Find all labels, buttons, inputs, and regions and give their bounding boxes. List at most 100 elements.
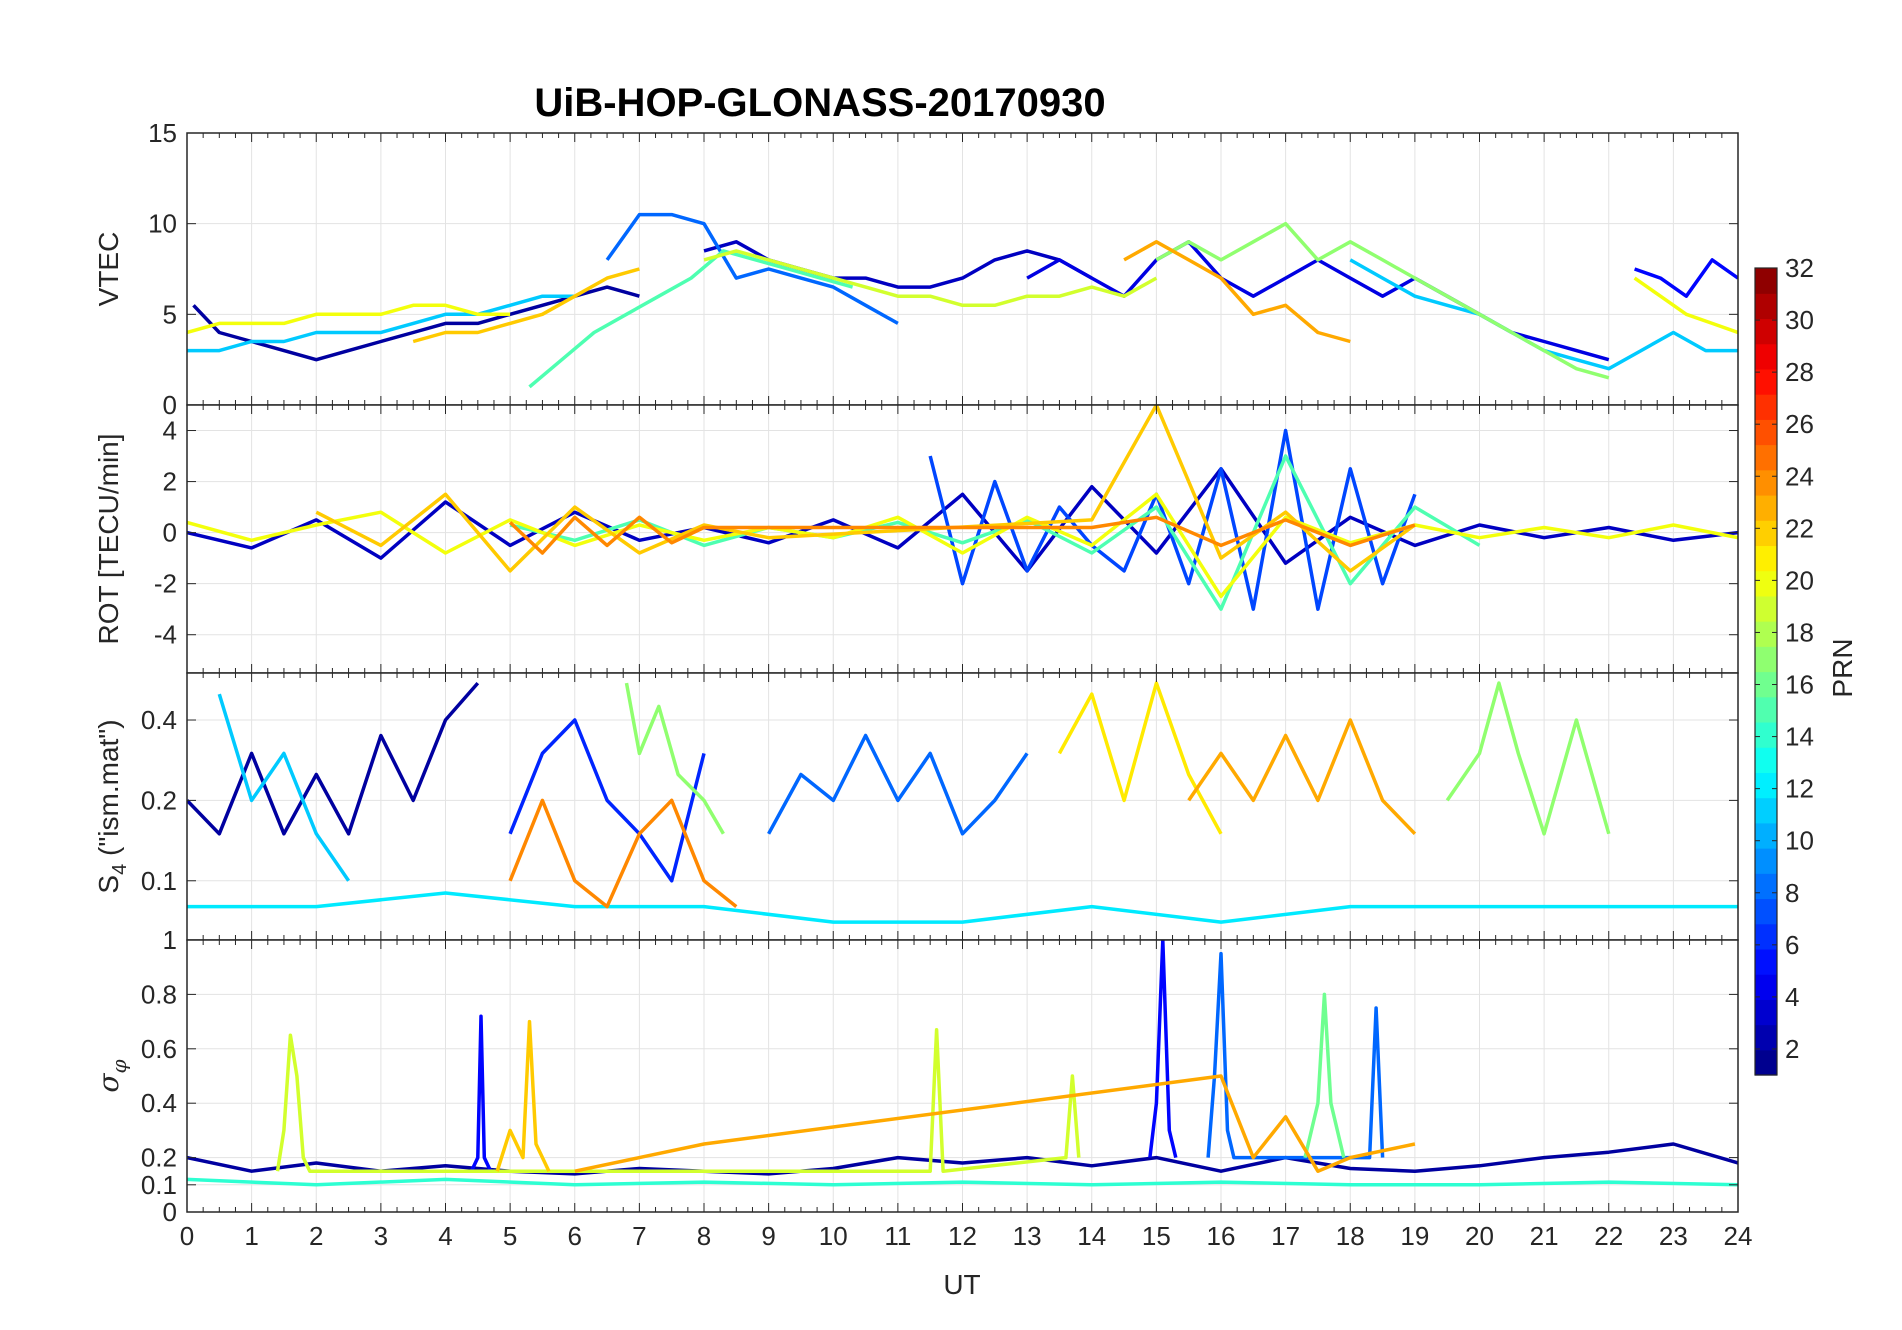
colorbar-tick-label: 24 — [1785, 461, 1814, 491]
x-tick-label: 24 — [1724, 1221, 1753, 1251]
series-line-prn-23 — [1187, 718, 1417, 836]
colorbar-segment — [1755, 772, 1777, 799]
y-label-base: S — [93, 875, 124, 894]
y-tick-label: 0.1 — [141, 1170, 177, 1200]
y-tick-label: 0.1 — [141, 866, 177, 896]
y-tick-label: 0.2 — [141, 785, 177, 815]
series-group — [187, 405, 1738, 611]
series-line-prn-20 — [187, 492, 1738, 599]
colorbar-segment — [1755, 873, 1777, 900]
y-label-sub: 4 — [109, 864, 131, 875]
series-line-prn-5 — [469, 1014, 493, 1172]
colorbar-tick-label: 18 — [1785, 617, 1814, 647]
series-line-prn-14 — [187, 1177, 1738, 1187]
x-tick-label: 18 — [1336, 1221, 1365, 1251]
x-tick-label: 11 — [884, 1221, 911, 1251]
series-line-prn-23 — [574, 1074, 1416, 1173]
colorbar-segment — [1755, 494, 1777, 521]
x-tick-label: 17 — [1271, 1221, 1300, 1251]
colorbar-segment — [1755, 268, 1777, 294]
series-line-prn-17 — [1155, 221, 1610, 380]
colorbar-segment — [1755, 1049, 1777, 1076]
series-line-prn-2 — [187, 681, 480, 836]
y-tick-label: 0 — [163, 518, 177, 548]
colorbar-segment — [1755, 696, 1777, 723]
colorbar-tick-label: 20 — [1785, 565, 1814, 595]
series-line-prn-3 — [187, 467, 1738, 573]
series-line-prn-11 — [217, 693, 351, 882]
series-line-prn-24 — [508, 515, 1416, 555]
y-axis-label: VTEC — [93, 232, 124, 307]
colorbar-tick-label: 32 — [1785, 253, 1814, 283]
series-line-prn-8 — [1206, 951, 1385, 1160]
colorbar-tick-label: 28 — [1785, 357, 1814, 387]
colorbar-tick-label: 6 — [1785, 930, 1799, 960]
y-label-base: σ — [92, 1073, 125, 1093]
colorbar-tick-label: 14 — [1785, 722, 1814, 752]
y-tick-label: 0.8 — [141, 979, 177, 1009]
colorbar-segment — [1755, 570, 1777, 597]
series-line-prn-22 — [412, 267, 640, 344]
panel-4: 00.10.20.40.60.810 1 2 3 4 5 6 7 8 9 10 11 12 13 14 15 1… — [92, 925, 1752, 1251]
series-line-prn-2 — [192, 285, 640, 362]
series-line-prn-8 — [767, 733, 1029, 836]
x-tick-label: 15 — [1142, 1221, 1171, 1251]
series-line-prn-22 — [495, 1019, 551, 1172]
colorbar-segment — [1755, 444, 1777, 471]
x-tick-label: 23 — [1659, 1221, 1688, 1251]
series-line-prn-5 — [1634, 258, 1738, 298]
panel-3: 0.1 0.2 0.4 S4 ("ism.mat") — [93, 672, 1739, 941]
colorbar-segment — [1755, 1024, 1777, 1051]
series-line-prn-8 — [605, 212, 899, 325]
x-tick-label: 12 — [948, 1221, 977, 1251]
y-tick-label: 0.2 — [141, 1143, 177, 1173]
colorbar-tick-label: 22 — [1785, 513, 1814, 543]
y-tick-label: 0.6 — [141, 1034, 177, 1064]
series-group — [187, 212, 1738, 389]
colorbar-segment — [1755, 293, 1777, 320]
y-tick-label: 0 — [163, 1197, 177, 1227]
y-tick-label: 0.4 — [141, 1088, 177, 1118]
x-tick-label: 21 — [1530, 1221, 1559, 1251]
series-line-prn-23 — [1123, 240, 1351, 344]
x-tick-label: 13 — [1013, 1221, 1042, 1251]
x-tick-label: 1 — [244, 1221, 258, 1251]
colorbar-tick-label: 30 — [1785, 305, 1814, 335]
panel-2: -4 -2 0 2 4 ROT [TECU/min] — [93, 404, 1739, 674]
series-line-prn-17 — [1445, 681, 1611, 836]
colorbar-segment — [1755, 948, 1777, 975]
colorbar-segment — [1755, 999, 1777, 1026]
x-tick-label: 8 — [697, 1221, 711, 1251]
series-line-prn-16 — [1303, 992, 1346, 1159]
chart-title: UiB-HOP-GLONASS-20170930 — [534, 81, 1105, 125]
series-line-prn-11 — [187, 294, 575, 353]
colorbar-segment — [1755, 671, 1777, 698]
y-axis-label: S4 ("ism.mat") — [93, 719, 131, 893]
series-group — [187, 681, 1738, 924]
series-line-prn-6 — [508, 718, 706, 883]
x-tick-label: 16 — [1207, 1221, 1236, 1251]
colorbar-tick-label: 16 — [1785, 670, 1814, 700]
colorbar-segment — [1755, 923, 1777, 950]
series-line-prn-15 — [528, 249, 854, 389]
panel-1: 0 5 10 15 VTEC — [93, 118, 1739, 420]
colorbar-tick-label: 10 — [1785, 826, 1814, 856]
colorbar-tick-label: 26 — [1785, 409, 1814, 439]
colorbar-segment — [1755, 797, 1777, 824]
series-line-prn-21 — [1057, 681, 1223, 835]
x-tick-label: 7 — [632, 1221, 646, 1251]
colorbar-segment — [1755, 974, 1777, 1000]
colorbar-tick-label: 12 — [1785, 774, 1814, 804]
series-line-prn-24 — [508, 798, 738, 909]
colorbar-segment — [1755, 394, 1777, 420]
x-tick-label: 2 — [309, 1221, 323, 1251]
colorbar-segment — [1755, 848, 1777, 874]
x-tick-label: 3 — [374, 1221, 388, 1251]
colorbar-segment — [1755, 822, 1777, 849]
series-line-prn-19 — [275, 1028, 1081, 1173]
y-tick-label: 1 — [163, 925, 177, 955]
series-line-prn-12 — [187, 891, 1738, 924]
x-tick-label: 5 — [503, 1221, 517, 1251]
